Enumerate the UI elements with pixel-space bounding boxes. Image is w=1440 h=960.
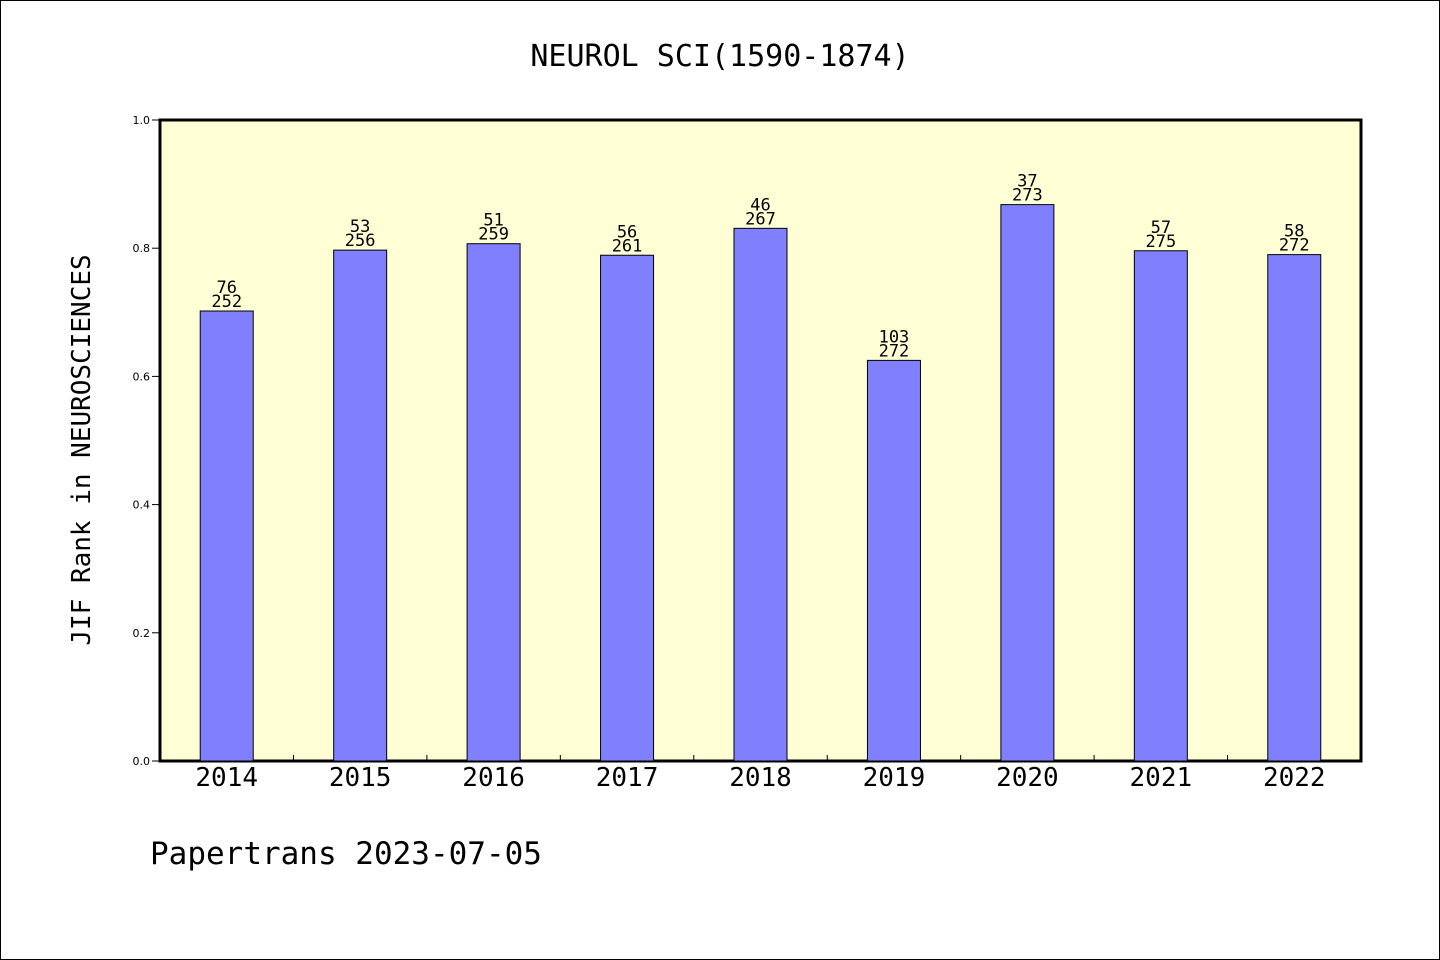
bar-2022 [1267, 254, 1322, 762]
y-tick-label: 0.6 [133, 370, 151, 383]
bar-label-rank: 37 [1017, 172, 1037, 192]
bar-label-total: 267 [745, 209, 776, 229]
bar-2018 [733, 227, 788, 762]
chart-title: NEUROL SCI(1590-1874) [530, 39, 909, 74]
x-tick-label: 2014 [195, 763, 258, 793]
bar-label-total: 272 [1279, 236, 1310, 256]
bar-label-rank: 57 [1151, 218, 1171, 238]
bar-label-rank: 53 [350, 217, 370, 237]
y-tick-label: 0.2 [133, 627, 151, 640]
bar-label-total: 273 [1012, 186, 1043, 206]
bar-label-rank: 56 [617, 222, 637, 242]
x-tick-label: 2019 [863, 763, 926, 793]
y-axis-ticks: 0.0 0.2 0.4 0.6 0.8 1.0 [133, 114, 160, 768]
bar-2021 [1133, 250, 1188, 762]
bar-2019 [866, 359, 921, 762]
x-tick-label: 2017 [596, 763, 659, 793]
bar-label-total: 259 [478, 225, 509, 245]
bar-2016 [466, 243, 521, 762]
y-tick-label: 1.0 [133, 114, 151, 127]
bar-label-rank: 46 [750, 195, 770, 215]
x-tick-label: 2021 [1130, 763, 1193, 793]
bar-2014 [199, 310, 254, 762]
bar-label-total: 275 [1145, 232, 1176, 252]
y-tick-label: 0.4 [133, 499, 151, 512]
y-axis-label: JIF Rank in NEUROSCIENCES [67, 254, 97, 645]
x-tick-label: 2020 [996, 763, 1059, 793]
bar-label-total: 256 [345, 231, 376, 251]
y-tick-label: 0.0 [133, 755, 151, 768]
y-tick-label: 0.8 [133, 242, 151, 255]
x-tick-label: 2015 [329, 763, 392, 793]
bar-2020 [1000, 204, 1055, 762]
x-axis-ticks: 2014 2015 2016 2017 2018 2019 2020 2021 2022 [195, 755, 1326, 793]
bar-label-rank: 51 [483, 211, 503, 231]
bar-label-rank: 76 [216, 278, 236, 298]
x-tick-label: 2016 [462, 763, 525, 793]
x-tick-label: 2022 [1263, 763, 1326, 793]
bar-label-rank: 103 [879, 327, 910, 347]
bar-label-total: 261 [612, 236, 643, 256]
bar-label-total: 272 [879, 341, 910, 361]
bar-2015 [333, 249, 388, 762]
x-tick-label: 2018 [729, 763, 792, 793]
bars [199, 204, 1322, 762]
bar-label-rank: 58 [1284, 222, 1304, 242]
bar-label-total: 252 [211, 292, 242, 312]
footer-text: Papertrans 2023-07-05 [150, 836, 542, 872]
bar-2017 [600, 254, 655, 762]
